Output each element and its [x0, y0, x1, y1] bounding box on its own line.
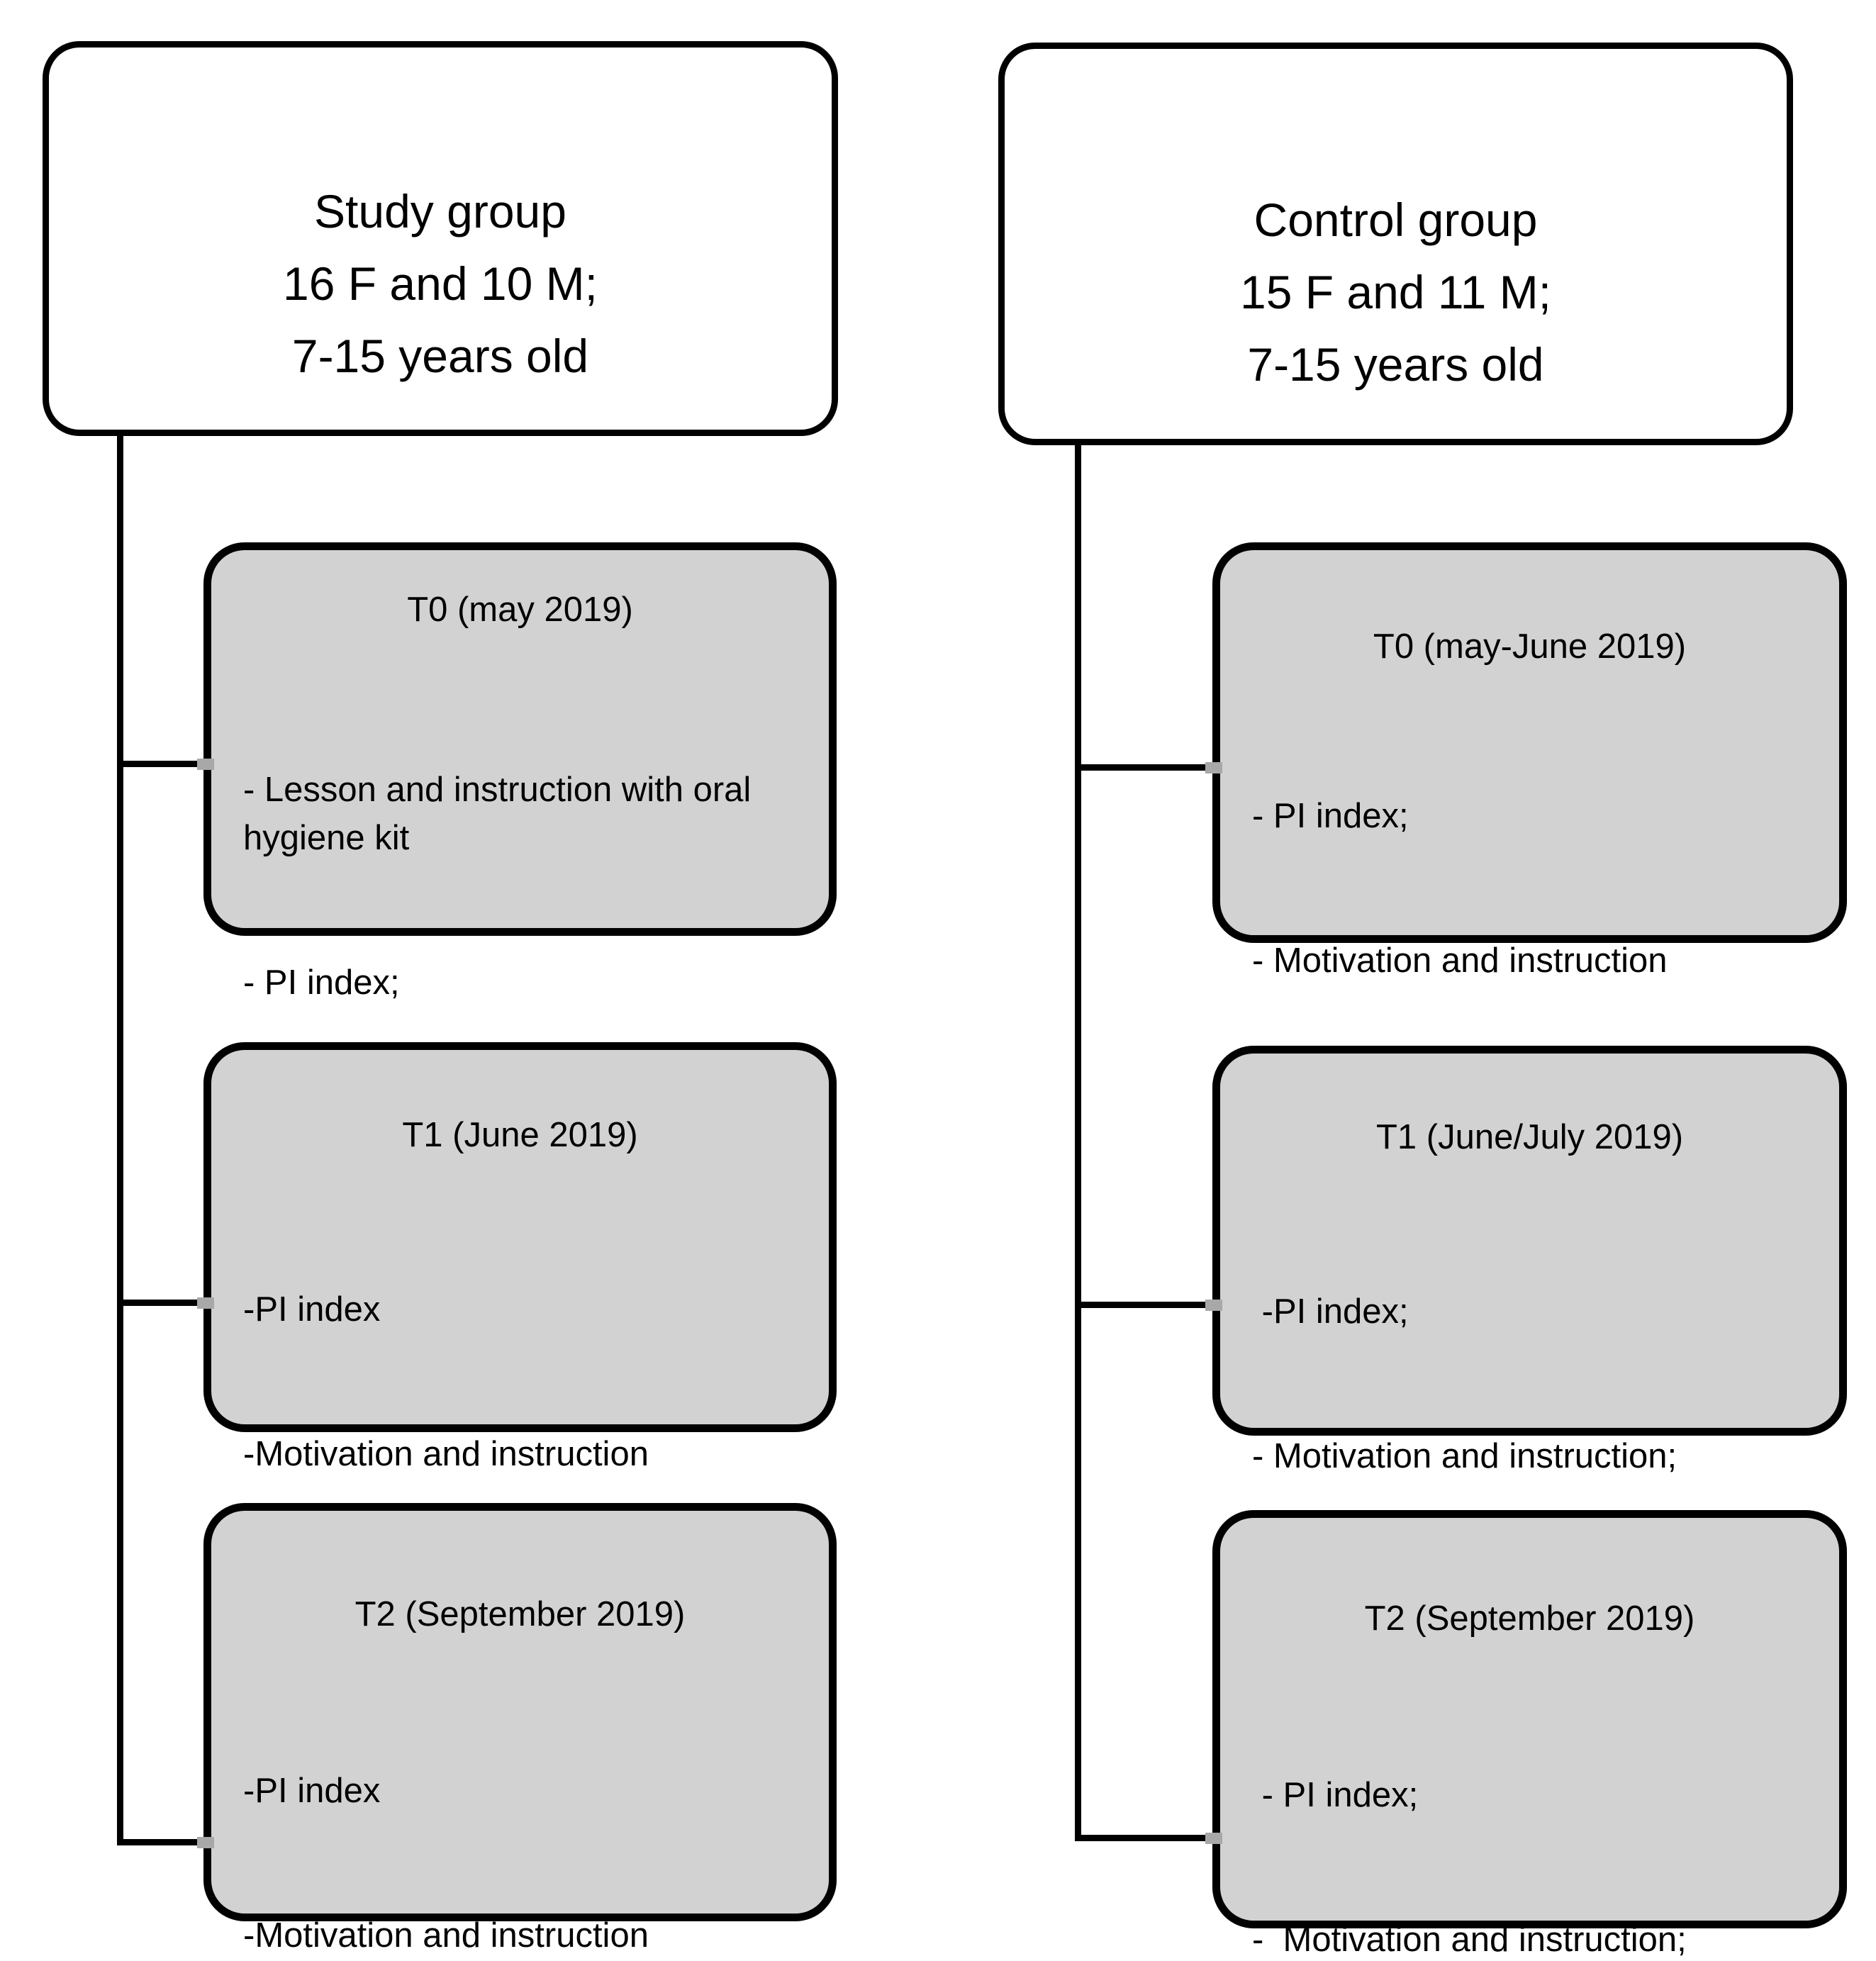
left-branch-t0-line [117, 761, 209, 767]
study-t0-item: - Lesson and instruction with oral hygie… [243, 771, 761, 857]
control-t1-item: - Motivation and instruction; [1252, 1437, 1677, 1475]
study-t0-box: T0 (may 2019) - Lesson and instruction w… [203, 542, 837, 1146]
right-branch-t1-line [1075, 1302, 1218, 1308]
junction-nub [197, 759, 214, 770]
left-trunk-line [117, 433, 123, 1845]
junction-nub [197, 1837, 214, 1848]
control-group-age-line: 7-15 years old [1247, 338, 1544, 391]
left-branch-t2-line [117, 1839, 209, 1845]
control-t2-item: - PI index; [1252, 1776, 1419, 1814]
junction-nub [197, 1297, 214, 1309]
junction-nub [1205, 1300, 1222, 1311]
control-t2-title: T2 (September 2019) [1364, 1599, 1695, 1638]
control-t0-item: - PI index; [1252, 797, 1409, 835]
control-group-sex-line: 15 F and 11 M; [1239, 266, 1552, 318]
study-t0-item: - PI index; [243, 963, 400, 1002]
study-t2-box: T2 (September 2019) -PI index -Motivatio… [203, 1503, 837, 1955]
control-group-box: Control group 15 F and 11 M; 7-15 years … [998, 43, 1793, 445]
study-t2-title: T2 (September 2019) [354, 1595, 686, 1633]
control-t2-box: T2 (September 2019) - PI index; - Motiva… [1212, 1510, 1847, 1959]
study-t1-item: -PI index [243, 1290, 381, 1329]
study-t0-title: T0 (may 2019) [407, 591, 633, 629]
study-group-age-line: 7-15 years old [291, 330, 589, 382]
study-t1-title: T1 (June 2019) [402, 1116, 638, 1154]
left-branch-t1-line [117, 1300, 209, 1306]
study-t1-item: -Motivation and instruction [243, 1435, 649, 1473]
control-group-title-line: Control group [1254, 194, 1538, 246]
right-trunk-line [1075, 442, 1081, 1841]
control-t0-item: - Motivation and instruction [1252, 942, 1668, 980]
study-t2-item: -Motivation and instruction [243, 1916, 649, 1955]
control-t0-title: T0 (may-June 2019) [1373, 627, 1687, 666]
junction-nub [1205, 1833, 1222, 1844]
control-t1-box: T1 (June/July 2019) -PI index; - Motivat… [1212, 1046, 1847, 1620]
control-t0-box: T0 (may-June 2019) - PI index; - Motivat… [1212, 542, 1847, 1124]
right-branch-t0-line [1075, 764, 1218, 771]
junction-nub [1205, 762, 1222, 773]
control-t2-item: - Motivation and instruction; [1252, 1921, 1687, 1959]
study-group-box: Study group 16 F and 10 M; 7-15 years ol… [43, 41, 838, 436]
study-t1-box: T1 (June 2019) -PI index -Motivation and… [203, 1042, 837, 1618]
control-t1-item: -PI index; [1252, 1292, 1409, 1331]
study-group-title-line: Study group [314, 185, 566, 238]
right-branch-t2-line [1075, 1835, 1218, 1841]
study-t2-item: -PI index [243, 1772, 381, 1810]
study-group-sex-line: 16 F and 10 M; [283, 257, 598, 310]
control-t1-title: T1 (June/July 2019) [1375, 1118, 1684, 1156]
